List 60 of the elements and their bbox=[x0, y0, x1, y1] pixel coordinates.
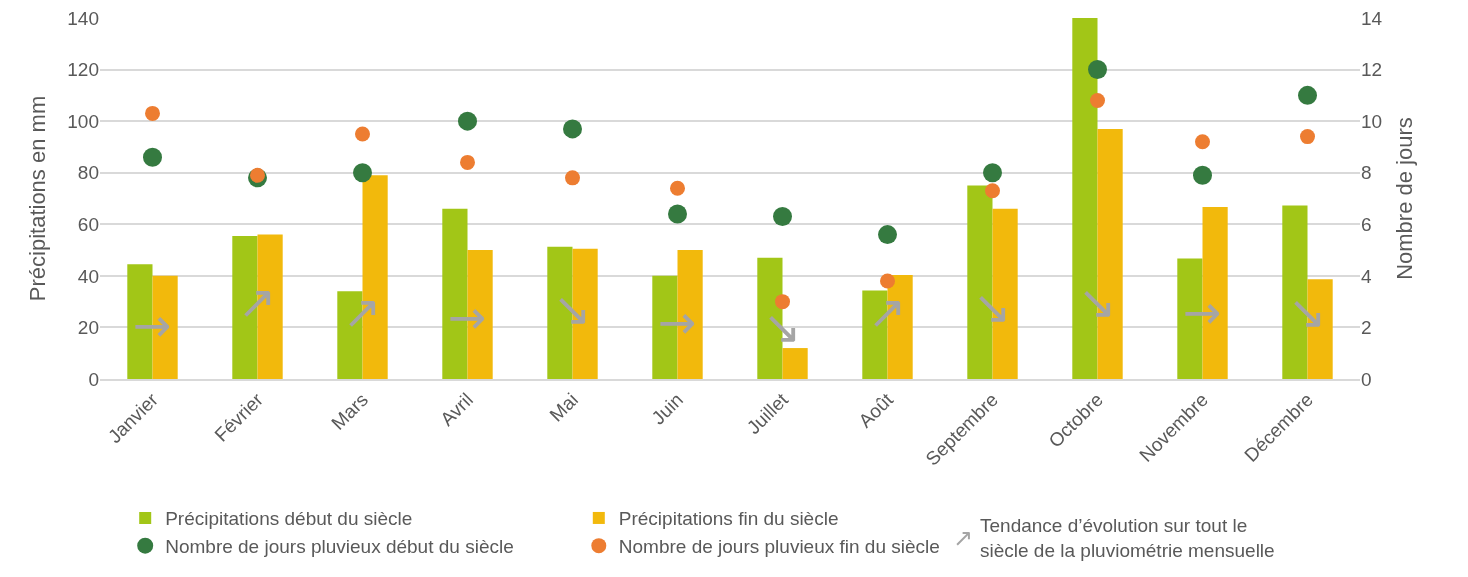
y2-tick-label: 12 bbox=[1361, 59, 1383, 81]
y-tick-label: 140 bbox=[67, 7, 99, 29]
y2-tick-label: 6 bbox=[1361, 213, 1372, 235]
point bbox=[668, 204, 687, 224]
point bbox=[878, 225, 897, 245]
point bbox=[353, 163, 372, 183]
y2-tick-label: 2 bbox=[1361, 317, 1372, 339]
text: Tendance d’évolution sur tout le siècle de la pluviométrie mensuelle bbox=[980, 515, 1275, 561]
point bbox=[1090, 93, 1105, 108]
point bbox=[145, 105, 160, 121]
point bbox=[1300, 129, 1315, 145]
point bbox=[565, 170, 580, 186]
annotation: → bbox=[133, 298, 172, 352]
annotation: ↗ bbox=[868, 285, 907, 339]
annotation: ↘ bbox=[553, 282, 592, 336]
annotation: → bbox=[448, 290, 487, 344]
point bbox=[563, 119, 582, 139]
y2-axis-title: Nombre de jours bbox=[1392, 117, 1418, 280]
point bbox=[1298, 85, 1317, 105]
y2-tick-label: 10 bbox=[1361, 110, 1383, 132]
point bbox=[1088, 60, 1107, 80]
point bbox=[250, 167, 265, 183]
annotation: → bbox=[1183, 285, 1222, 339]
x-tick-label: Juin bbox=[647, 389, 688, 429]
annotation: ↗ bbox=[343, 285, 382, 339]
y-axis-title: Précipitations en mm bbox=[25, 95, 51, 302]
annotation: ↘ bbox=[1288, 285, 1327, 339]
legend-label: Nombre de jours pluvieux fin du siècle bbox=[618, 536, 940, 558]
point bbox=[773, 207, 792, 227]
y-tick-label: 40 bbox=[77, 265, 99, 287]
point bbox=[670, 180, 685, 196]
y2-tick-label: 0 bbox=[1361, 368, 1372, 390]
point bbox=[1193, 165, 1212, 185]
legend-label: Nombre de jours pluvieux début du siècle bbox=[165, 536, 514, 558]
point bbox=[983, 163, 1002, 183]
y-tick-label: 20 bbox=[77, 317, 99, 339]
bar bbox=[782, 348, 808, 379]
y2-tick-label: 4 bbox=[1361, 265, 1372, 287]
y2-tick-label: 14 bbox=[1361, 7, 1383, 29]
legend-label: Précipitations fin du siècle bbox=[618, 508, 839, 530]
point bbox=[460, 154, 475, 170]
x-tick-label: Mai bbox=[545, 389, 583, 426]
point bbox=[985, 183, 1000, 199]
y-tick-label: 100 bbox=[67, 110, 99, 132]
point bbox=[143, 147, 162, 167]
annotation: ↘ bbox=[973, 280, 1012, 334]
annotation: ↘ bbox=[1078, 275, 1117, 329]
y2-tick-label: 8 bbox=[1361, 162, 1372, 184]
annotation: ↗ bbox=[238, 275, 277, 329]
point bbox=[355, 126, 370, 142]
y-tick-label: 60 bbox=[77, 213, 99, 235]
y-tick-label: 120 bbox=[67, 59, 99, 81]
text: ↗ bbox=[953, 524, 974, 552]
point bbox=[880, 273, 895, 289]
y-tick-label: 0 bbox=[88, 368, 99, 390]
annotation: → bbox=[658, 295, 697, 349]
point bbox=[458, 111, 477, 131]
y-tick-label: 80 bbox=[77, 162, 99, 184]
legend-label: Précipitations début du siècle bbox=[165, 508, 413, 530]
point bbox=[1195, 134, 1210, 150]
